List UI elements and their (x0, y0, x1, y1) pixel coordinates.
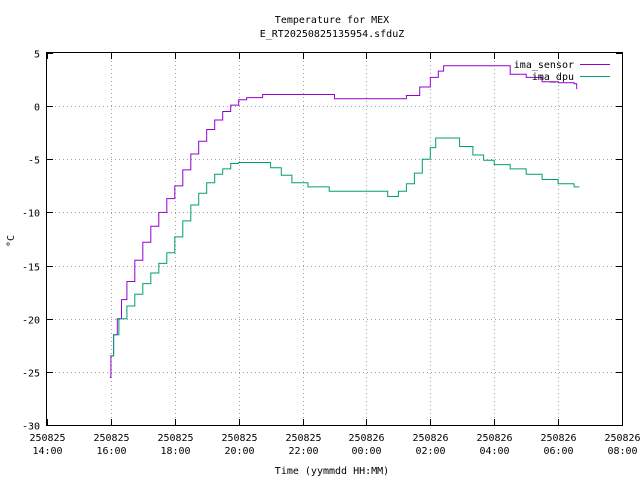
plot-frame (46, 52, 623, 426)
series-line-ima-dpu (109, 137, 580, 357)
y-tick-label: 5 (34, 50, 40, 61)
series-line-ima-sensor (109, 65, 578, 378)
x-tick-label-time: 16:00 (96, 446, 126, 457)
y-tick-label: -10 (22, 209, 40, 220)
x-tick-label-date: 250826 (604, 433, 640, 444)
legend-label: ima_sensor (514, 60, 574, 71)
x-tick-label-date: 250826 (348, 433, 384, 444)
x-tick-label-date: 250825 (157, 433, 193, 444)
x-tick-label-time: 22:00 (288, 446, 318, 457)
x-tick-label-time: 20:00 (224, 446, 254, 457)
x-tick-label-time: 18:00 (160, 446, 190, 457)
x-tick-label-time: 06:00 (543, 446, 573, 457)
axis-ticks: -30 -25 -20 -15 -10 -5 0 5 250825 14:00 250825 16:0… (22, 50, 640, 458)
x-axis-label: Time (yymmdd HH:MM) (275, 466, 389, 477)
x-tick-label-time: 02:00 (415, 446, 445, 457)
legend-label: ima_dpu (532, 72, 574, 83)
y-tick-label: -5 (28, 156, 40, 167)
x-tick-label-time: 04:00 (479, 446, 509, 457)
chart-subtitle: E_RT20250825135954.sfduZ (260, 29, 405, 40)
x-tick-label-date: 250826 (540, 433, 576, 444)
x-tick-label-date: 250825 (29, 433, 65, 444)
y-tick-label: 0 (34, 103, 40, 114)
y-tick-label: -20 (22, 316, 40, 327)
y-tick-label: -15 (22, 263, 40, 274)
x-tick-label-date: 250825 (221, 433, 257, 444)
x-tick-label-time: 00:00 (351, 446, 381, 457)
x-tick-label-date: 250825 (285, 433, 321, 444)
x-tick-label-date: 250825 (93, 433, 129, 444)
y-tick-label: -30 (22, 422, 40, 433)
chart-title: Temperature for MEX (275, 15, 389, 26)
x-tick-label-date: 250826 (476, 433, 512, 444)
y-tick-label: -25 (22, 369, 40, 380)
x-tick-label-date: 250826 (412, 433, 448, 444)
y-axis-label: °C (6, 235, 17, 247)
series-lines (109, 65, 580, 378)
grid-lines (47, 53, 622, 425)
x-tick-label-time: 08:00 (607, 446, 637, 457)
x-tick-label-time: 14:00 (32, 446, 62, 457)
